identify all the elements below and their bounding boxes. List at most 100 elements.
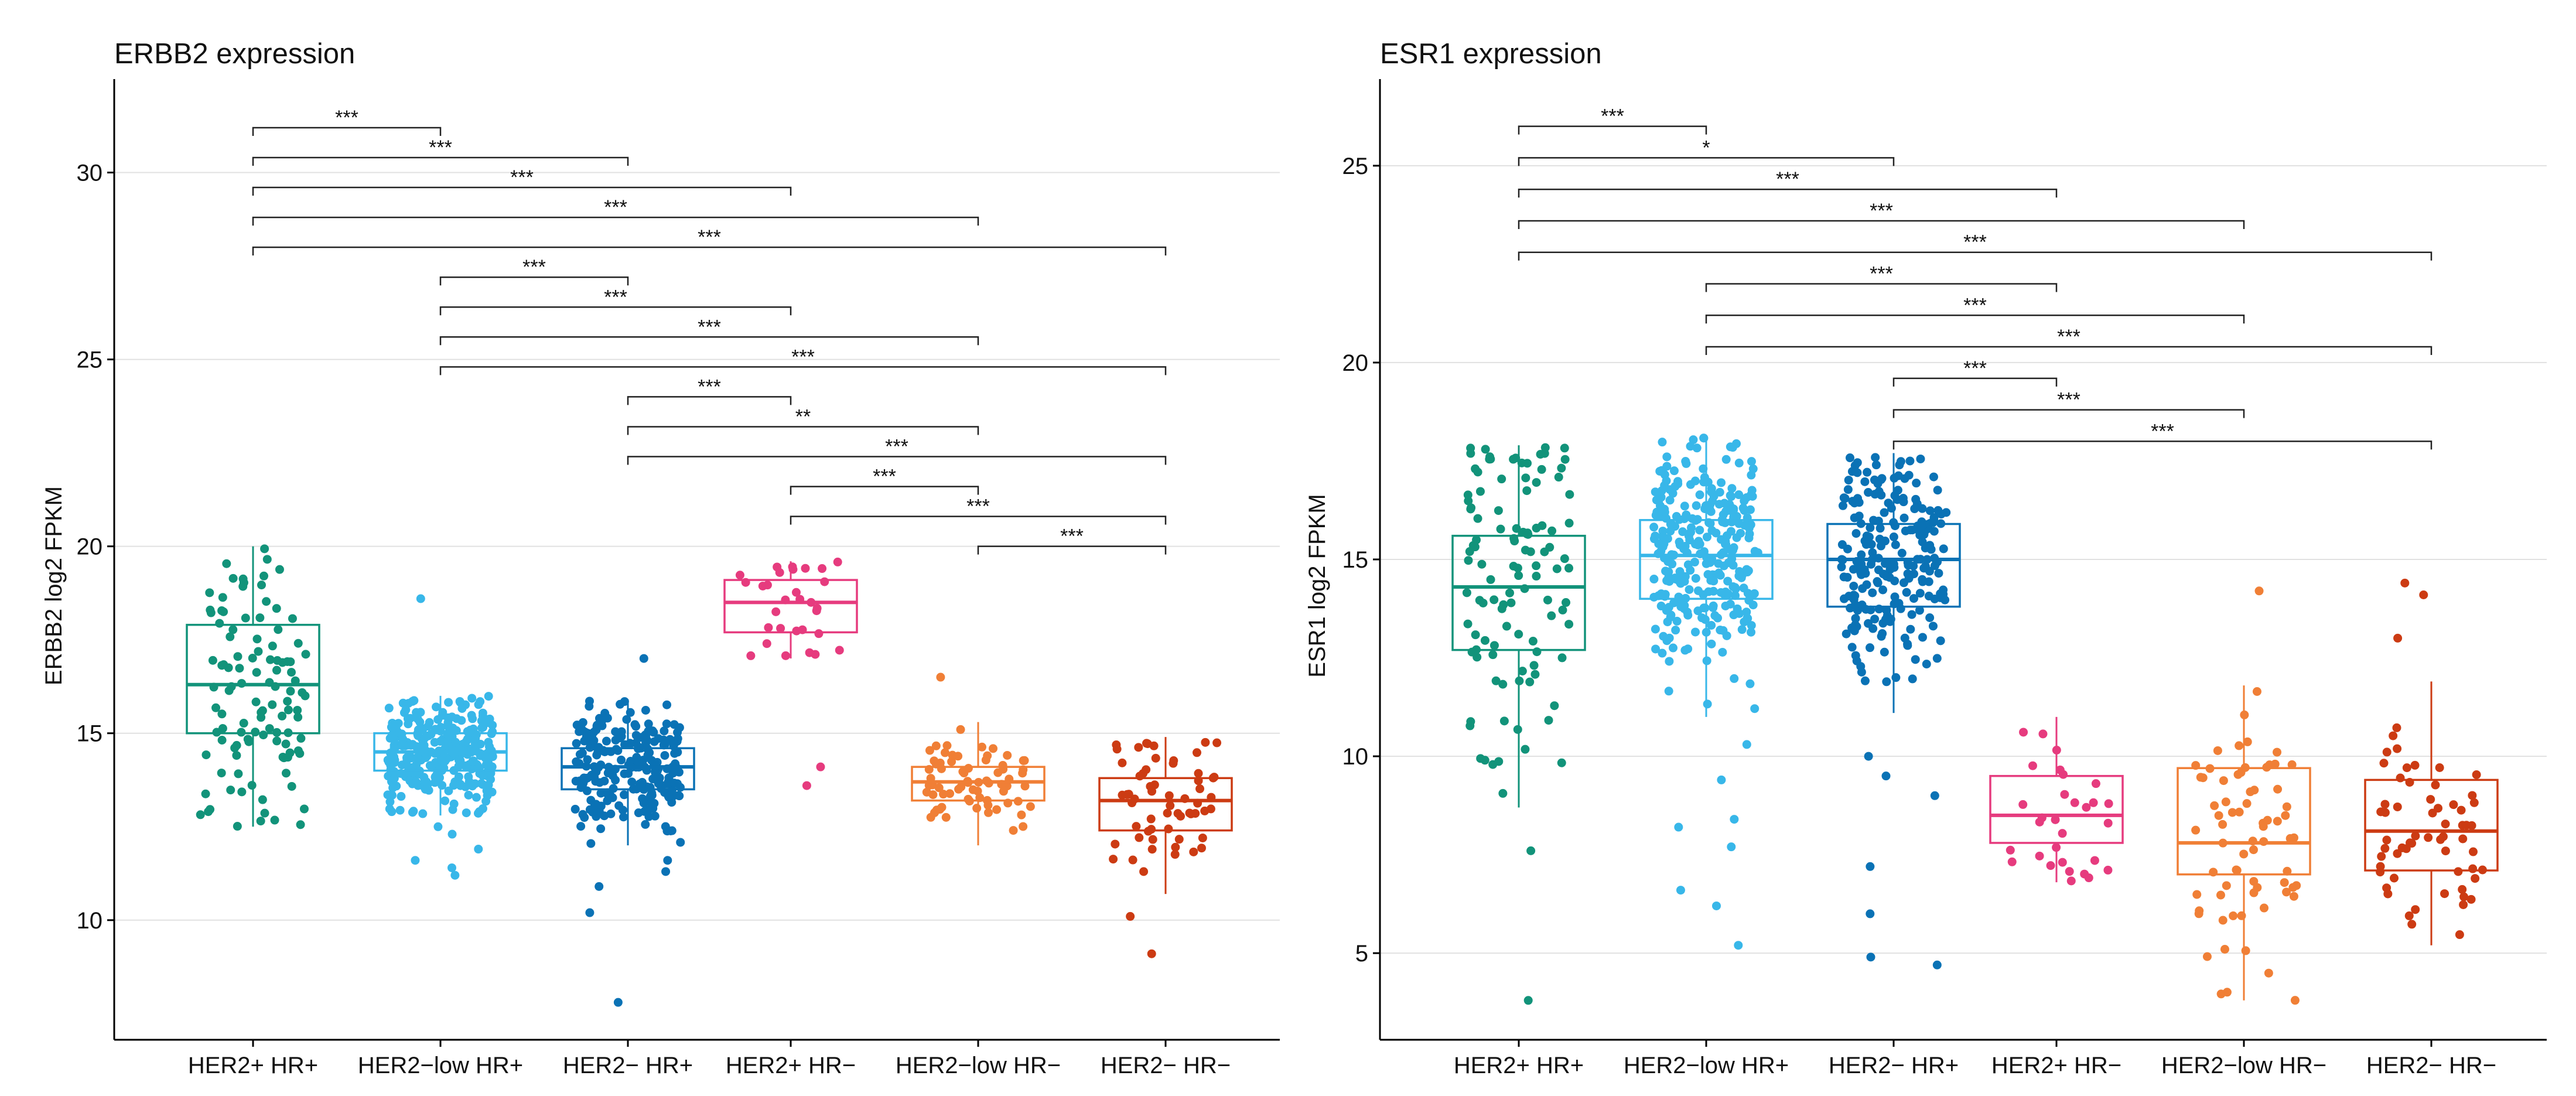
significance-bracket: ** [627, 405, 979, 435]
data-point [1132, 822, 1141, 831]
data-point [2235, 807, 2244, 817]
data-point [293, 639, 303, 648]
bracket-line [790, 515, 1167, 525]
data-point [1924, 592, 1933, 601]
boxplot-4 [911, 722, 1046, 846]
significance-label: *** [2057, 326, 2080, 348]
data-point [983, 808, 993, 817]
bracket-line [252, 127, 442, 136]
data-point [1649, 592, 1659, 602]
data-point [1924, 577, 1933, 586]
data-point [2066, 876, 2076, 886]
data-point [1847, 643, 1857, 652]
data-point [634, 742, 643, 752]
data-point [1891, 540, 1900, 549]
data-point [1681, 457, 1690, 466]
data-point [1849, 581, 1858, 590]
data-point [2435, 763, 2444, 772]
data-point [1471, 630, 1480, 640]
data-point [983, 751, 992, 760]
data-point [639, 798, 648, 808]
data-point [1866, 643, 1875, 653]
data-point [2213, 746, 2222, 755]
data-point [1894, 471, 1903, 480]
data-point [1709, 601, 1718, 610]
iqr-box [561, 747, 695, 791]
data-point [977, 742, 986, 752]
data-point [1194, 769, 1203, 778]
data-point [1700, 615, 1710, 624]
data-point [592, 725, 601, 735]
esr1-significance-brackets: ******************************* [1518, 105, 2432, 450]
data-point [1880, 508, 1889, 517]
data-point [1928, 622, 1938, 631]
y-tick-label: 25 [1342, 153, 1369, 179]
data-point [1564, 564, 1574, 573]
data-point [948, 750, 957, 760]
data-point [1026, 802, 1035, 811]
data-point [1902, 588, 1911, 597]
data-point [268, 641, 277, 651]
data-point [1918, 537, 1927, 547]
data-point [1719, 510, 1728, 520]
data-point [1537, 465, 1546, 474]
data-point [218, 593, 227, 602]
data-point [437, 756, 446, 765]
data-point [1558, 605, 1567, 614]
boxplot-2 [561, 699, 695, 846]
data-point [1151, 753, 1160, 763]
data-point [2219, 776, 2228, 786]
data-point [1658, 438, 1667, 447]
significance-bracket: *** [627, 375, 792, 405]
significance-label: *** [604, 196, 627, 218]
data-point [1518, 667, 1527, 676]
data-point [1858, 567, 1868, 576]
bracket-line [627, 456, 1167, 465]
data-point [2377, 852, 2386, 861]
bracket-line [252, 216, 979, 226]
data-point [218, 724, 227, 733]
data-point [1488, 650, 1498, 660]
data-point [1657, 486, 1666, 496]
data-point [1850, 626, 1859, 636]
data-point [2055, 765, 2065, 774]
data-point [1485, 452, 1495, 462]
data-point [1932, 654, 1942, 663]
data-point [956, 725, 965, 734]
data-point [1938, 591, 1947, 600]
data-point [420, 734, 429, 743]
data-point [578, 749, 587, 758]
data-point [2459, 892, 2469, 902]
outlier-point [2254, 586, 2264, 596]
data-point [1742, 521, 1751, 530]
data-point [1903, 641, 1912, 650]
data-point [2038, 729, 2048, 739]
data-point [735, 571, 744, 580]
data-point [2469, 798, 2479, 807]
esr1-gridlines [1380, 165, 2547, 954]
data-point [1689, 435, 1698, 445]
data-point [1748, 590, 1758, 599]
data-point [1521, 745, 1530, 754]
data-point [596, 824, 606, 834]
x-tick-label: HER2+ HR+ [188, 1053, 318, 1078]
data-point [1933, 486, 1942, 495]
data-point [622, 715, 631, 724]
data-point [1683, 607, 1692, 617]
significance-bracket: *** [1705, 263, 2058, 292]
x-tick-label: HER2−low HR− [2161, 1053, 2326, 1078]
data-point [1565, 490, 1574, 499]
bracket-line [627, 396, 792, 405]
data-point [676, 838, 685, 847]
significance-bracket: *** [439, 316, 979, 346]
data-point [2232, 866, 2242, 875]
y-tick-label: 5 [1355, 941, 1368, 967]
outlier-point [1881, 771, 1891, 781]
data-point [224, 663, 233, 672]
data-point [2282, 887, 2291, 897]
data-point [2220, 944, 2229, 954]
outlier-point [1730, 815, 1739, 824]
data-point [1728, 443, 1737, 452]
data-point [620, 769, 629, 779]
outlier-point [447, 863, 456, 872]
